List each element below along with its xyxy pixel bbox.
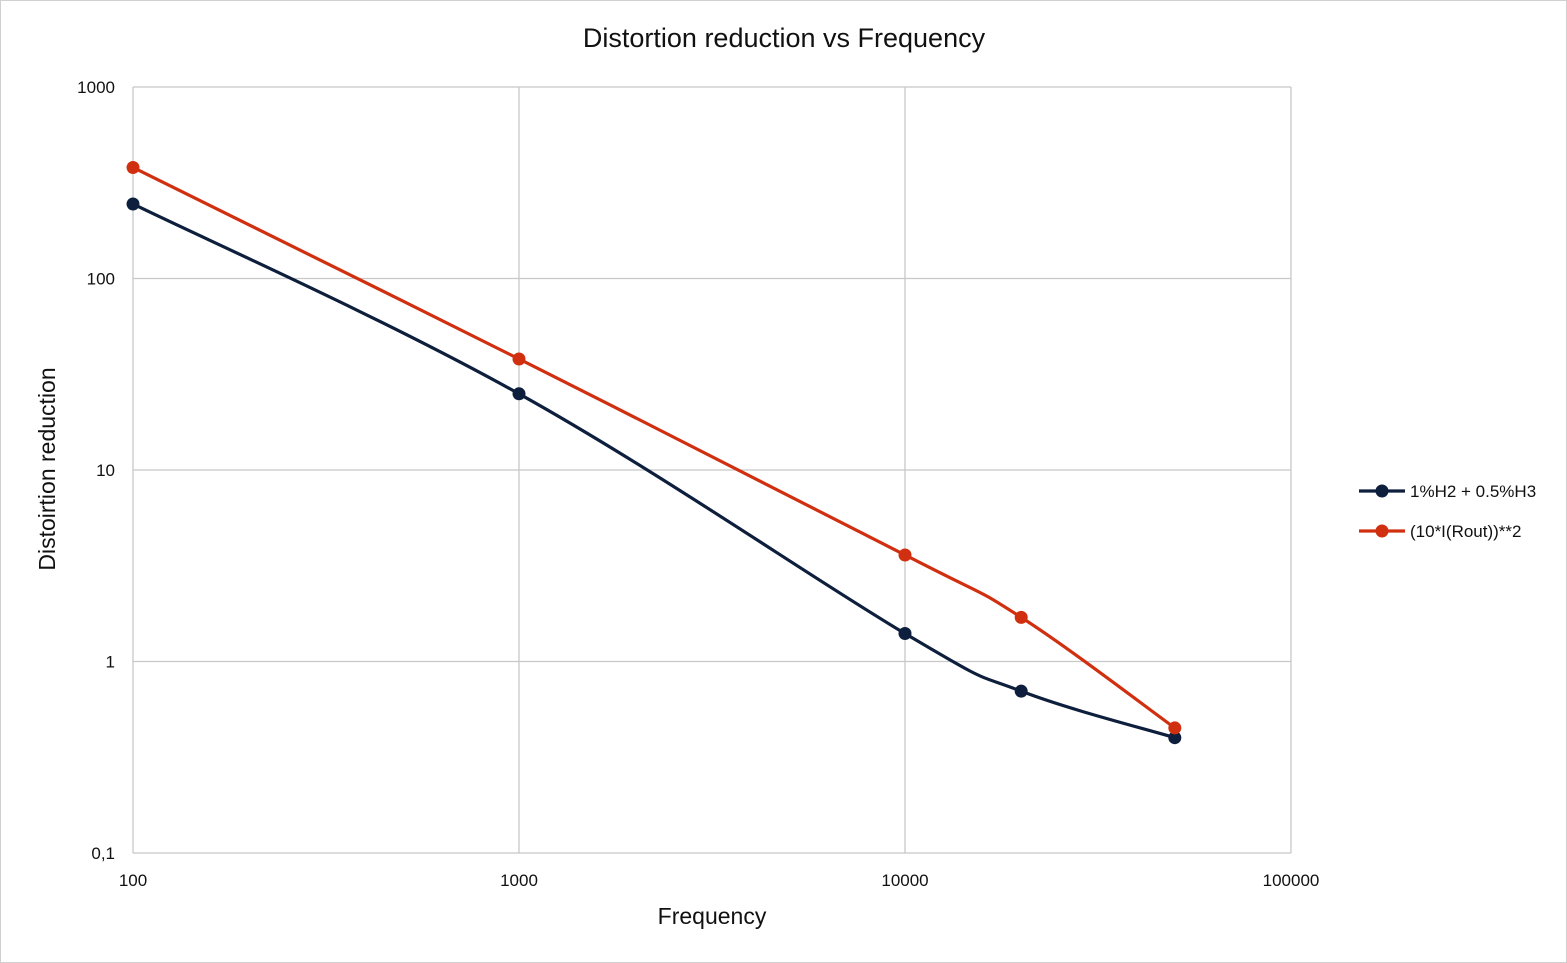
chart-title: Distortion reduction vs Frequency	[583, 23, 986, 53]
y-axis-title: Distoirtion reduction	[34, 367, 60, 570]
series-line-1	[131, 202, 1177, 740]
x-tick-label: 10000	[881, 871, 928, 890]
x-axis-title: Frequency	[658, 903, 767, 929]
y-tick-label: 1000	[77, 78, 115, 97]
legend-marker-2	[1375, 524, 1389, 538]
data-point	[126, 160, 140, 174]
x-tick-label: 100	[119, 871, 147, 890]
series-line-2	[131, 165, 1177, 730]
y-tick-label: 100	[87, 270, 115, 289]
legend-label-2: (10*I(Rout))**2	[1410, 522, 1522, 541]
data-point	[1168, 721, 1182, 735]
data-point	[512, 352, 526, 366]
series-group	[126, 160, 1182, 745]
y-tick-label: 0,1	[91, 844, 115, 863]
y-tick-labels: 0,1 1 10 100 1000	[77, 78, 115, 863]
y-tick-label: 10	[96, 461, 115, 480]
data-point	[512, 387, 526, 401]
grid-lines	[132, 86, 1292, 854]
x-tick-labels: 100 1000 10000 100000	[119, 871, 1320, 890]
data-point	[898, 548, 912, 562]
y-tick-label: 1	[106, 653, 115, 672]
data-point	[1168, 731, 1182, 745]
x-tick-label: 1000	[500, 871, 538, 890]
data-point	[1014, 684, 1028, 698]
x-tick-label: 100000	[1263, 871, 1320, 890]
legend-marker-1	[1375, 484, 1389, 498]
legend: 1%H2 + 0.5%H3 (10*I(Rout))**2	[1359, 482, 1536, 541]
data-point	[126, 197, 140, 211]
data-point	[1014, 610, 1028, 624]
legend-label-1: 1%H2 + 0.5%H3	[1410, 482, 1536, 501]
data-point	[898, 627, 912, 641]
